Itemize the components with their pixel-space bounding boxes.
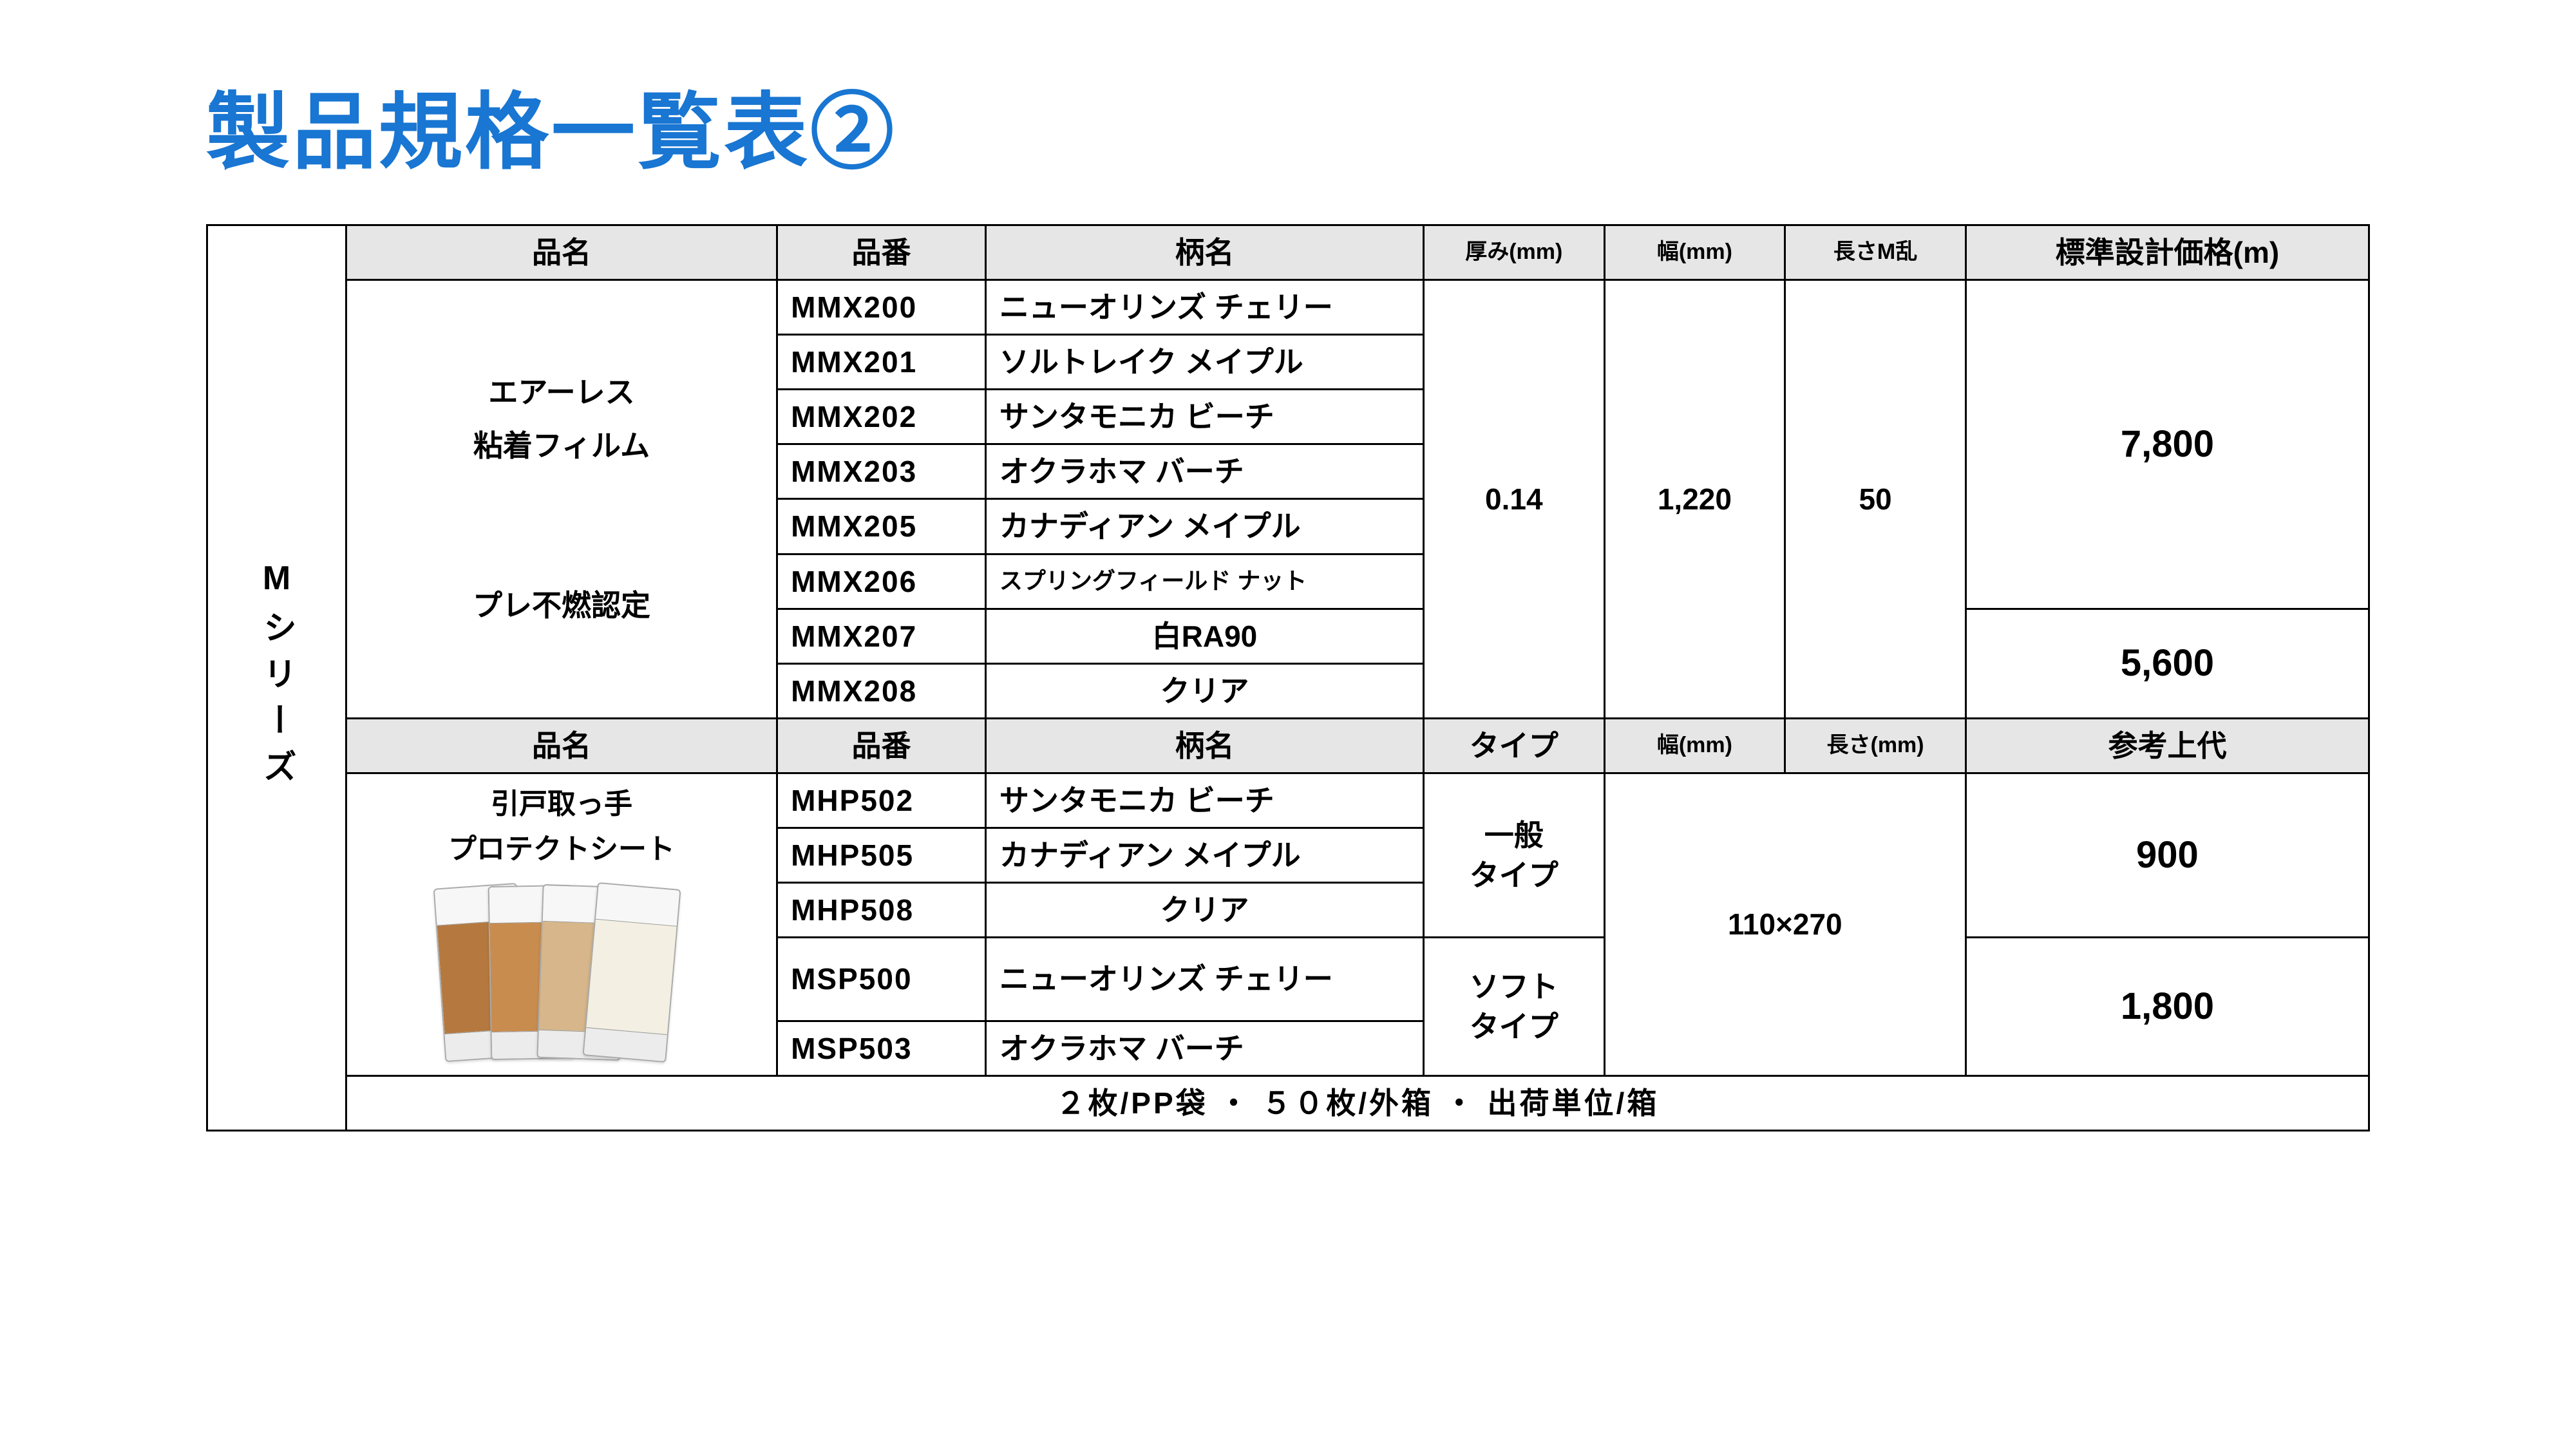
table-row: 引戸取っ手プロテクトシート MHP502 サンタモニカ ビーチ 一般タイプ 11… — [207, 773, 2369, 828]
price-cell: 1,800 — [1965, 938, 2369, 1076]
pattern-cell: クリア — [985, 883, 1423, 938]
type-cell: 一般タイプ — [1423, 773, 1604, 937]
pattern-cell: サンタモニカ ビーチ — [985, 773, 1423, 828]
footer-note: ２枚/PP袋 ・ ５０枚/外箱 ・ 出荷単位/箱 — [346, 1075, 2369, 1130]
spec-table: Mシリーズ 品名 品番 柄名 厚み(mm) 幅(mm) 長さM乱 標準設計価格(… — [206, 224, 2370, 1132]
col-length: 長さM乱 — [1785, 225, 1966, 280]
thickness-cell: 0.14 — [1423, 280, 1604, 719]
pattern-cell: ニューオリンズ チェリー — [985, 280, 1423, 335]
series-label: Mシリーズ — [207, 225, 346, 1131]
code-cell: MMX200 — [777, 280, 986, 335]
col-price: 標準設計価格(m) — [1965, 225, 2369, 280]
code-cell: MHP508 — [777, 883, 986, 938]
col-type: タイプ — [1423, 718, 1604, 773]
table-row: エアーレス粘着フィルムプレ不燃認定 MMX200 ニューオリンズ チェリー 0.… — [207, 280, 2369, 335]
pattern-cell: サンタモニカ ビーチ — [985, 390, 1423, 444]
code-cell: MMX203 — [777, 444, 986, 499]
col-pattern: 柄名 — [985, 718, 1423, 773]
product-sample-image — [426, 879, 697, 1066]
col-length: 長さ(mm) — [1785, 718, 1966, 773]
col-name: 品名 — [346, 718, 777, 773]
code-cell: MSP500 — [777, 938, 986, 1021]
code-cell: MMX205 — [777, 499, 986, 554]
pattern-cell: ニューオリンズ チェリー — [985, 938, 1423, 1021]
col-price: 参考上代 — [1965, 718, 2369, 773]
size-cell: 110×270 — [1604, 773, 1965, 1075]
table-footer-row: ２枚/PP袋 ・ ５０枚/外箱 ・ 出荷単位/箱 — [207, 1075, 2369, 1130]
code-cell: MMX202 — [777, 390, 986, 444]
product-name-cell: エアーレス粘着フィルムプレ不燃認定 — [346, 280, 777, 719]
price-cell: 900 — [1965, 773, 2369, 937]
table-header-row: Mシリーズ 品名 品番 柄名 厚み(mm) 幅(mm) 長さM乱 標準設計価格(… — [207, 225, 2369, 280]
page: 製品規格一覧表② Mシリーズ 品名 品番 柄名 厚み(mm) 幅(mm) 長さM… — [0, 0, 2576, 1449]
width-cell: 1,220 — [1604, 280, 1785, 719]
pattern-cell: クリア — [985, 663, 1423, 718]
code-cell: MMX208 — [777, 663, 986, 718]
code-cell: MMX207 — [777, 609, 986, 663]
code-cell: MHP502 — [777, 773, 986, 828]
page-title: 製品規格一覧表② — [206, 64, 2370, 185]
pattern-cell: オクラホマ バーチ — [985, 1021, 1423, 1075]
price-cell: 7,800 — [1965, 280, 2369, 609]
table-header-row: 品名 品番 柄名 タイプ 幅(mm) 長さ(mm) 参考上代 — [207, 718, 2369, 773]
pattern-cell: カナディアン メイプル — [985, 499, 1423, 554]
col-name: 品名 — [346, 225, 777, 280]
type-cell: ソフトタイプ — [1423, 938, 1604, 1076]
col-width: 幅(mm) — [1604, 718, 1785, 773]
pattern-cell: カナディアン メイプル — [985, 828, 1423, 883]
length-cell: 50 — [1785, 280, 1966, 719]
code-cell: MHP505 — [777, 828, 986, 883]
pattern-cell: ソルトレイク メイプル — [985, 335, 1423, 390]
col-thickness: 厚み(mm) — [1423, 225, 1604, 280]
code-cell: MMX201 — [777, 335, 986, 390]
col-pattern: 柄名 — [985, 225, 1423, 280]
code-cell: MMX206 — [777, 554, 986, 609]
col-width: 幅(mm) — [1604, 225, 1785, 280]
pattern-cell: オクラホマ バーチ — [985, 444, 1423, 499]
pattern-cell: スプリングフィールド ナット — [985, 554, 1423, 609]
pattern-cell: 白RA90 — [985, 609, 1423, 663]
price-cell: 5,600 — [1965, 609, 2369, 718]
col-code: 品番 — [777, 225, 986, 280]
code-cell: MSP503 — [777, 1021, 986, 1075]
col-code: 品番 — [777, 718, 986, 773]
product-name-cell: 引戸取っ手プロテクトシート — [346, 773, 777, 1075]
product-name-text: 引戸取っ手プロテクトシート — [347, 774, 776, 873]
